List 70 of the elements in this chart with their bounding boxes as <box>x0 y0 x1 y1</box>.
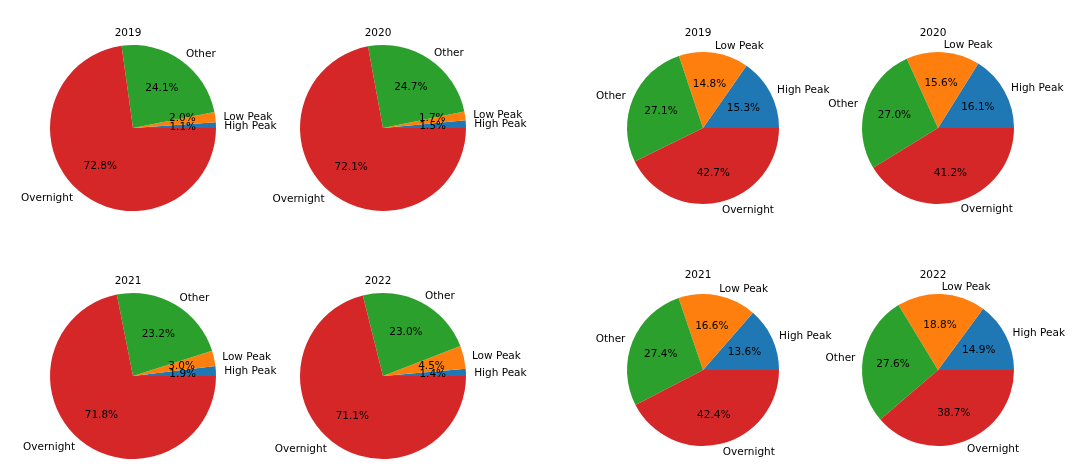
slice-label: High Peak <box>777 82 831 95</box>
pie-slice <box>873 128 1014 204</box>
data-label: 72.8% <box>83 159 117 172</box>
slice-label: Other <box>424 288 456 301</box>
pie-slice <box>362 293 461 376</box>
data-label: 15.3% <box>726 100 761 113</box>
data-label: 24.1% <box>145 81 179 94</box>
chart-title: 2019 <box>683 26 713 38</box>
chart-title: 2020 <box>363 26 393 38</box>
data-label: 23.2% <box>141 326 175 339</box>
data-label: 23.0% <box>389 325 423 338</box>
slice-label: Low Peak <box>943 38 994 51</box>
data-label: 42.4% <box>697 407 731 420</box>
chart-title: 2022 <box>363 274 393 286</box>
data-label: 13.6% <box>727 344 762 357</box>
data-label: 71.8% <box>84 408 119 421</box>
data-label: 18.8% <box>923 318 957 331</box>
data-label: 27.6% <box>876 356 910 369</box>
data-label: 27.0% <box>877 108 912 121</box>
slice-label: Other <box>185 47 217 60</box>
slice-label: Overnight <box>272 191 325 204</box>
slice-label: Low Peak <box>941 280 992 293</box>
data-label: 14.8% <box>692 76 727 89</box>
data-label: 27.1% <box>644 104 678 117</box>
slice-label: Low Peak <box>714 38 765 51</box>
slice-label: Other <box>595 332 627 345</box>
data-label: 71.1% <box>335 408 370 421</box>
pie-slice <box>367 45 465 128</box>
data-label: 14.9% <box>962 343 996 356</box>
pie-slice <box>634 128 779 204</box>
slice-label: Other <box>179 291 210 304</box>
slice-label: Overnight <box>721 203 774 216</box>
data-label: 24.7% <box>394 80 428 93</box>
slice-label: Overnight <box>722 444 775 457</box>
slice-label: Low Peak <box>471 348 522 361</box>
pie-slice <box>121 45 215 128</box>
slice-label: Low Peak <box>719 281 770 294</box>
data-label: 15.6% <box>924 76 958 89</box>
pie-slice <box>635 370 779 446</box>
chart-title: 2021 <box>683 268 713 280</box>
slice-label: Other <box>825 350 857 363</box>
data-label: 16.6% <box>695 318 729 331</box>
slice-label: Overnight <box>960 202 1013 215</box>
slice-label: Other <box>596 89 627 102</box>
data-label: 38.7% <box>937 406 971 419</box>
slice-label: Low Peak <box>223 109 274 122</box>
data-label: 16.1% <box>961 99 995 112</box>
slice-label: High Peak <box>1012 325 1066 338</box>
data-label: 41.2% <box>933 165 968 178</box>
slice-label: High Peak <box>474 365 528 378</box>
slice-label: High Peak <box>1011 81 1065 94</box>
pie-slice <box>880 370 1014 446</box>
data-label: 4.5% <box>418 358 445 371</box>
data-label: 27.4% <box>644 346 678 359</box>
slice-label: Low Peak <box>222 350 273 363</box>
slice-label: High Peak <box>224 364 278 377</box>
data-label: 42.7% <box>696 166 731 179</box>
slice-label: Overnight <box>274 441 327 454</box>
chart-title: 2020 <box>918 26 948 38</box>
slice-label: High Peak <box>779 329 833 342</box>
pie-slice <box>116 293 213 376</box>
chart-title: 2019 <box>113 26 143 38</box>
slice-label: Other <box>434 46 465 58</box>
slice-label: Overnight <box>967 442 1020 455</box>
slice-label: Overnight <box>22 440 76 453</box>
slice-label: Overnight <box>20 190 74 203</box>
slice-label: Other <box>828 97 859 110</box>
chart-title: 2022 <box>918 268 948 280</box>
chart-title: 2021 <box>113 274 143 286</box>
data-label: 72.1% <box>334 159 368 172</box>
